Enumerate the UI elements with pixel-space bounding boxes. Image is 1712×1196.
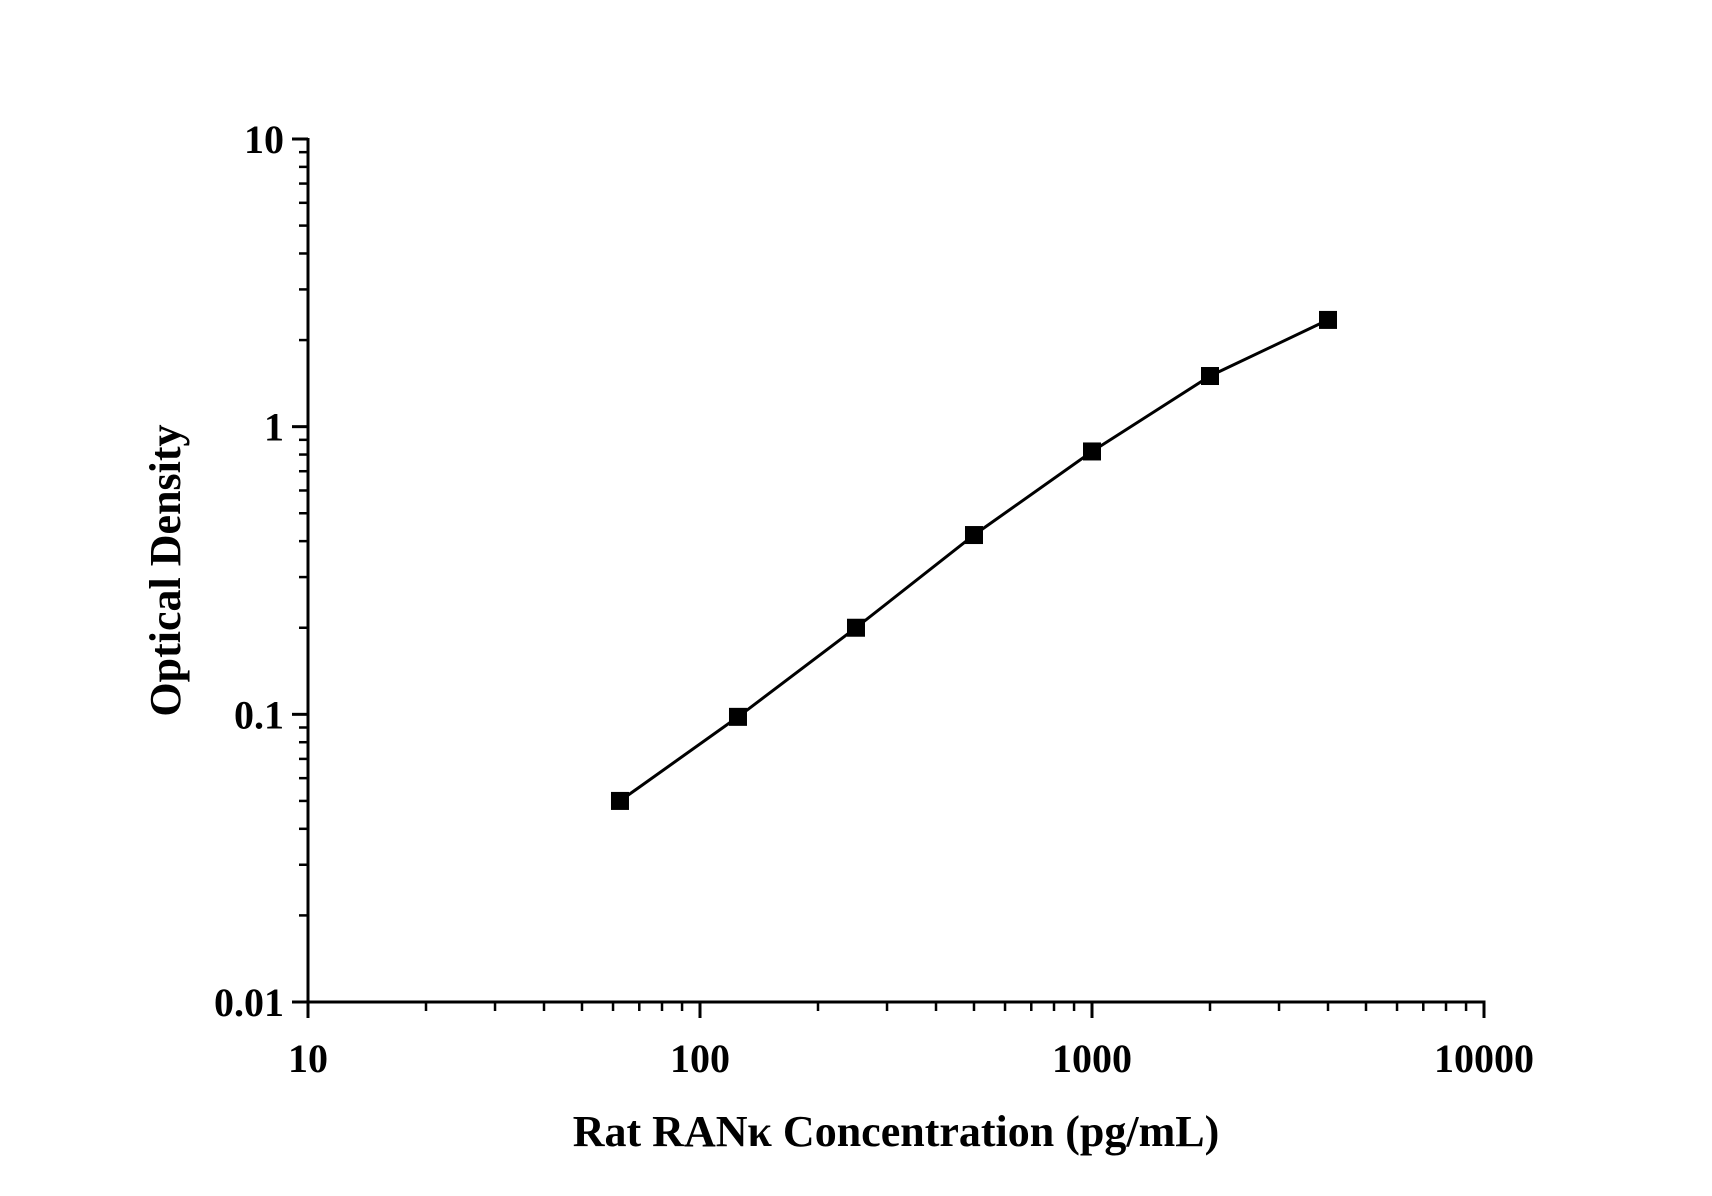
x-tick-label: 10000: [1434, 1036, 1534, 1081]
data-point-marker: [1083, 442, 1101, 461]
x-axis-title: Rat RANκ Concentration (pg/mL): [573, 1107, 1220, 1156]
x-tick-label: 10: [288, 1036, 328, 1081]
data-series: [610, 310, 1338, 810]
data-point-marker: [728, 707, 747, 726]
x-tick-label: 100: [670, 1036, 730, 1081]
y-axis-ticks: 0.01 0.1 1 10: [214, 117, 308, 1025]
data-point-marker: [1319, 310, 1338, 329]
y-tick-label: 0.1: [234, 692, 284, 737]
axes: [306, 138, 1486, 1004]
y-tick-label: 1: [264, 405, 284, 450]
x-tick-label: 1000: [1052, 1036, 1132, 1081]
y-tick-label: 0.01: [214, 980, 284, 1025]
x-axis-ticks: 10 100 1000 10000: [288, 1002, 1534, 1081]
data-point-marker: [610, 791, 629, 810]
y-axis-title: Optical Density: [141, 424, 190, 716]
series-line: [619, 318, 1329, 803]
data-point-marker: [964, 526, 983, 545]
data-point-marker: [1201, 367, 1220, 386]
y-tick-label: 10: [244, 117, 284, 162]
data-point-marker: [846, 618, 865, 637]
